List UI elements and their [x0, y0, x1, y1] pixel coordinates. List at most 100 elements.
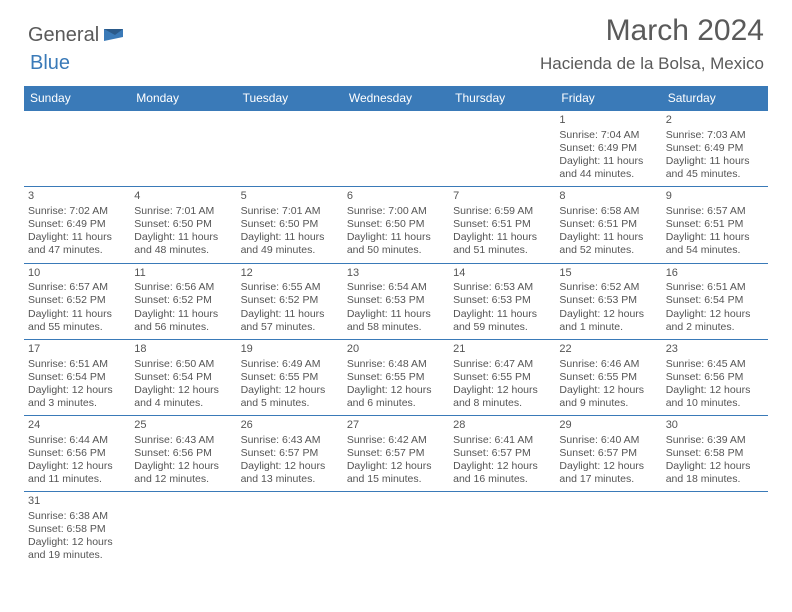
sunset-text: Sunset: 6:49 PM: [666, 142, 764, 155]
sunrise-text: Sunrise: 6:38 AM: [28, 510, 126, 523]
daylight-text: Daylight: 12 hours and 12 minutes.: [134, 460, 232, 486]
sunrise-text: Sunrise: 6:51 AM: [28, 358, 126, 371]
daylight-text: Daylight: 12 hours and 5 minutes.: [241, 384, 339, 410]
daylight-text: Daylight: 12 hours and 18 minutes.: [666, 460, 764, 486]
sunrise-text: Sunrise: 6:55 AM: [241, 281, 339, 294]
calendar-cell: 16Sunrise: 6:51 AMSunset: 6:54 PMDayligh…: [662, 263, 768, 339]
calendar-cell: 22Sunrise: 6:46 AMSunset: 6:55 PMDayligh…: [555, 339, 661, 415]
calendar-cell-empty: [130, 111, 236, 187]
sunset-text: Sunset: 6:58 PM: [28, 523, 126, 536]
sunrise-text: Sunrise: 7:01 AM: [241, 205, 339, 218]
sunset-text: Sunset: 6:57 PM: [241, 447, 339, 460]
sunset-text: Sunset: 6:56 PM: [134, 447, 232, 460]
sunrise-text: Sunrise: 6:50 AM: [134, 358, 232, 371]
day-number: 17: [28, 343, 126, 357]
daylight-text: Daylight: 12 hours and 6 minutes.: [347, 384, 445, 410]
daylight-text: Daylight: 11 hours and 47 minutes.: [28, 231, 126, 257]
sunrise-text: Sunrise: 6:42 AM: [347, 434, 445, 447]
calendar-cell: 31Sunrise: 6:38 AMSunset: 6:58 PMDayligh…: [24, 492, 130, 568]
calendar-cell: 26Sunrise: 6:43 AMSunset: 6:57 PMDayligh…: [237, 416, 343, 492]
day-number: 31: [28, 495, 126, 509]
calendar-cell-empty: [662, 492, 768, 568]
calendar-row: 31Sunrise: 6:38 AMSunset: 6:58 PMDayligh…: [24, 492, 768, 568]
calendar-cell-empty: [237, 111, 343, 187]
calendar-cell: 27Sunrise: 6:42 AMSunset: 6:57 PMDayligh…: [343, 416, 449, 492]
calendar-cell-empty: [449, 492, 555, 568]
calendar-cell: 25Sunrise: 6:43 AMSunset: 6:56 PMDayligh…: [130, 416, 236, 492]
sunset-text: Sunset: 6:50 PM: [347, 218, 445, 231]
day-number: 11: [134, 267, 232, 281]
daylight-text: Daylight: 12 hours and 9 minutes.: [559, 384, 657, 410]
logo-flag-icon: [103, 27, 127, 45]
day-number: 4: [134, 190, 232, 204]
day-number: 5: [241, 190, 339, 204]
calendar-cell: 1Sunrise: 7:04 AMSunset: 6:49 PMDaylight…: [555, 111, 661, 187]
calendar-cell: 10Sunrise: 6:57 AMSunset: 6:52 PMDayligh…: [24, 263, 130, 339]
calendar-row: 1Sunrise: 7:04 AMSunset: 6:49 PMDaylight…: [24, 111, 768, 187]
sunset-text: Sunset: 6:49 PM: [28, 218, 126, 231]
calendar-cell-empty: [449, 111, 555, 187]
daylight-text: Daylight: 11 hours and 56 minutes.: [134, 308, 232, 334]
daylight-text: Daylight: 12 hours and 3 minutes.: [28, 384, 126, 410]
calendar-row: 10Sunrise: 6:57 AMSunset: 6:52 PMDayligh…: [24, 263, 768, 339]
dayhead-fri: Friday: [555, 86, 661, 111]
daylight-text: Daylight: 12 hours and 15 minutes.: [347, 460, 445, 486]
logo-text-1: General: [28, 24, 99, 47]
calendar-row: 17Sunrise: 6:51 AM Sunset: 6:54 PM Dayligh…: [24, 339, 768, 415]
day-number: 6: [347, 190, 445, 204]
calendar-cell: 4Sunrise: 7:01 AMSunset: 6:50 PMDaylight…: [130, 187, 236, 263]
sunset-text: Sunset: 6:52 PM: [134, 294, 232, 307]
calendar-cell: 13Sunrise: 6:54 AMSunset: 6:53 PMDayligh…: [343, 263, 449, 339]
daylight-text: Daylight: 11 hours and 44 minutes.: [559, 155, 657, 181]
day-number: 30: [666, 419, 764, 433]
calendar-cell: 29Sunrise: 6:40 AMSunset: 6:57 PMDayligh…: [555, 416, 661, 492]
calendar-cell-empty: [130, 492, 236, 568]
daylight-text: Daylight: 11 hours and 58 minutes.: [347, 308, 445, 334]
day-number: 16: [666, 267, 764, 281]
sunrise-text: Sunrise: 6:57 AM: [666, 205, 764, 218]
sunset-text: Sunset: 6:52 PM: [241, 294, 339, 307]
sunrise-text: Sunrise: 6:58 AM: [559, 205, 657, 218]
sunset-text: Sunset: 6:55 PM: [241, 371, 339, 384]
sunset-text: Sunset: 6:51 PM: [453, 218, 551, 231]
calendar-cell-empty: [237, 492, 343, 568]
day-number: 25: [134, 419, 232, 433]
sunrise-text: Sunrise: 6:45 AM: [666, 358, 764, 371]
logo-text-2: Blue: [30, 52, 70, 75]
daylight-text: Daylight: 11 hours and 52 minutes.: [559, 231, 657, 257]
calendar-cell: 17Sunrise: 6:51 AMSunset: 6:54 PMDayligh…: [24, 339, 130, 415]
sunset-text: Sunset: 6:53 PM: [559, 294, 657, 307]
daylight-text: Daylight: 11 hours and 59 minutes.: [453, 308, 551, 334]
sunrise-text: Sunrise: 6:47 AM: [453, 358, 551, 371]
sunrise-text: Sunrise: 7:04 AM: [559, 129, 657, 142]
calendar-cell: 15Sunrise: 6:52 AMSunset: 6:53 PMDayligh…: [555, 263, 661, 339]
sunrise-text: Sunrise: 7:03 AM: [666, 129, 764, 142]
sunset-text: Sunset: 6:55 PM: [559, 371, 657, 384]
daylight-text: Daylight: 11 hours and 57 minutes.: [241, 308, 339, 334]
sunset-text: Sunset: 6:56 PM: [28, 447, 126, 460]
dayhead-tue: Tuesday: [237, 86, 343, 111]
calendar-cell: 19Sunrise: 6:49 AMSunset: 6:55 PMDayligh…: [237, 339, 343, 415]
sunset-text: Sunset: 6:51 PM: [559, 218, 657, 231]
calendar-cell: 23Sunrise: 6:45 AMSunset: 6:56 PMDayligh…: [662, 339, 768, 415]
day-number: 2: [666, 114, 764, 128]
calendar-row: 24Sunrise: 6:44 AMSunset: 6:56 PMDayligh…: [24, 416, 768, 492]
calendar-cell: 14Sunrise: 6:53 AMSunset: 6:53 PMDayligh…: [449, 263, 555, 339]
sunset-text: Sunset: 6:55 PM: [453, 371, 551, 384]
sunrise-text: Sunrise: 6:54 AM: [347, 281, 445, 294]
day-number: 15: [559, 267, 657, 281]
sunrise-text: Sunrise: 6:41 AM: [453, 434, 551, 447]
day-number: 22: [559, 343, 657, 357]
sunset-text: Sunset: 6:49 PM: [559, 142, 657, 155]
daylight-text: Daylight: 12 hours and 1 minute.: [559, 308, 657, 334]
calendar-cell: 24Sunrise: 6:44 AMSunset: 6:56 PMDayligh…: [24, 416, 130, 492]
daylight-text: Daylight: 11 hours and 45 minutes.: [666, 155, 764, 181]
dayhead-mon: Monday: [130, 86, 236, 111]
sunset-text: Sunset: 6:54 PM: [134, 371, 232, 384]
calendar-body: 1Sunrise: 7:04 AMSunset: 6:49 PMDaylight…: [24, 111, 768, 568]
calendar-cell: 8Sunrise: 6:58 AMSunset: 6:51 PMDaylight…: [555, 187, 661, 263]
daylight-text: Daylight: 11 hours and 50 minutes.: [347, 231, 445, 257]
dayhead-sat: Saturday: [662, 86, 768, 111]
day-number: 1: [559, 114, 657, 128]
calendar-row: 3Sunrise: 7:02 AMSunset: 6:49 PMDaylight…: [24, 187, 768, 263]
